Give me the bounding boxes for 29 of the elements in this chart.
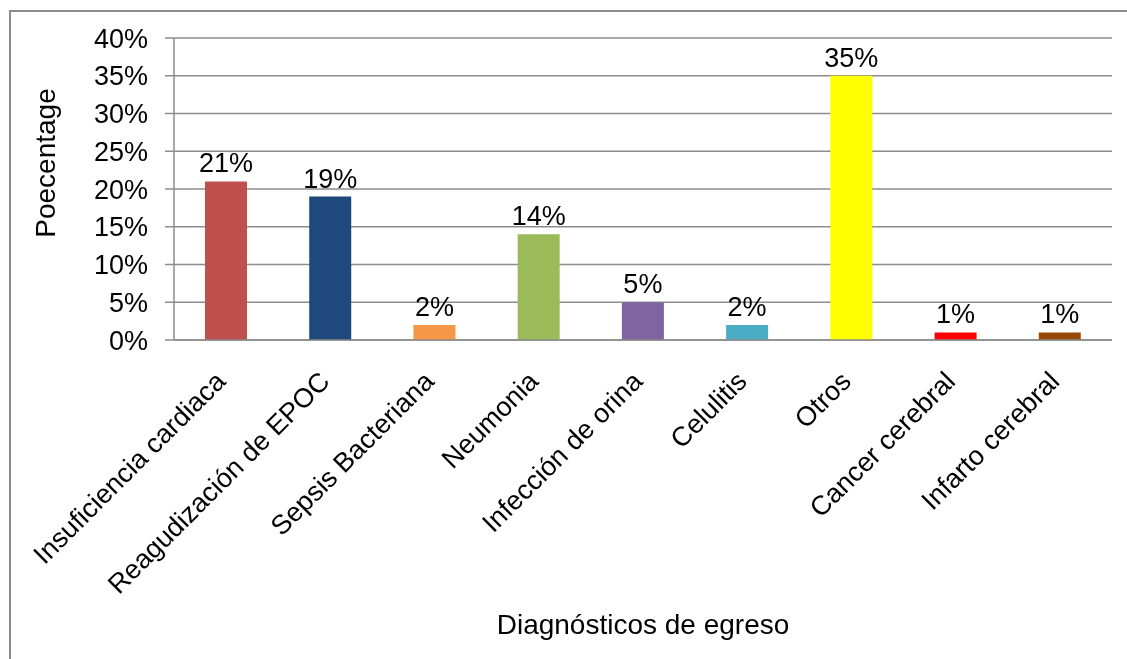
y-tick-label: 20% [93,174,148,205]
data-label: 5% [623,269,663,300]
y-axis-title: Poecentage [29,88,61,238]
data-label: 2% [727,291,767,322]
bar [621,302,664,340]
y-tick-label: 0% [108,325,148,356]
y-tick-label: 5% [108,287,148,318]
bar [1038,332,1081,340]
x-axis-title: Diagnósticos de egreso [496,609,790,640]
y-tick-label: 30% [93,99,148,130]
y-tick-label: 40% [93,23,148,54]
y-tick-label: 15% [93,212,148,243]
data-label: 21% [198,148,254,179]
y-tick-label: 10% [93,250,148,281]
y-tick-label: 25% [93,136,148,167]
data-label: 1% [936,299,976,330]
bar [413,324,456,340]
data-label: 1% [1040,299,1080,330]
bar [205,181,247,340]
bar [517,234,560,340]
data-label: 35% [824,42,879,73]
bar [934,332,977,340]
bar [830,75,873,340]
bar [726,324,769,340]
bar [309,196,352,340]
data-label: 2% [414,291,454,322]
data-label: 14% [511,201,566,232]
y-tick-label: 35% [93,61,148,92]
data-label: 19% [303,163,358,194]
